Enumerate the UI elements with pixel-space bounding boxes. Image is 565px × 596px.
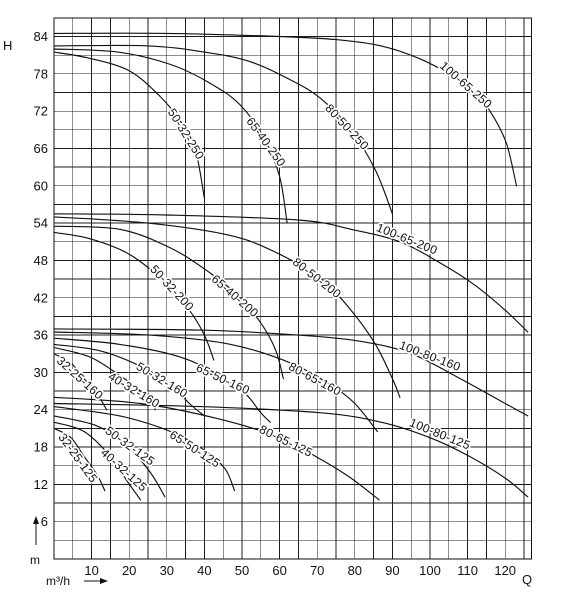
x-axis-ticks: 10 20 30 40 50 60 70 80 90 100 110 120 [84, 563, 516, 578]
y-tick-label: 84 [34, 29, 48, 44]
y-tick-label: 72 [34, 104, 48, 119]
curve-80-50-200 [53, 216, 401, 398]
y-tick-label: 12 [34, 477, 48, 492]
y-tick-label: 54 [34, 216, 48, 231]
x-tick-label: 120 [494, 563, 516, 578]
x-tick-label: 110 [457, 563, 478, 578]
y-tick-label: 48 [34, 253, 48, 268]
curve-100-65-200 [53, 213, 529, 333]
curve-label: 80-65-160 [286, 359, 343, 398]
curve-65-40-250 [53, 48, 288, 224]
y-tick-label: 30 [34, 365, 48, 380]
plot-frame [53, 17, 533, 560]
y-axis-label: H [3, 38, 12, 53]
curve-100-80-125 [53, 402, 529, 498]
x-tick-label: 30 [160, 563, 174, 578]
curve-65-50-160 [53, 337, 271, 423]
x-axis-label: Q [522, 572, 532, 587]
curve-labels: 100-65-25080-50-25065-40-25050-32-250100… [52, 57, 496, 496]
curve-label: 65-40-250 [243, 115, 288, 170]
x-axis-unit: m³/h [46, 574, 70, 588]
curve-label: 80-50-250 [322, 101, 371, 153]
x-tick-label: 70 [310, 563, 324, 578]
x-tick-label: 60 [272, 563, 286, 578]
curve-100-65-250 [53, 32, 518, 187]
curve-50-32-200 [53, 231, 215, 361]
arrow-up-icon [33, 516, 39, 545]
y-tick-label: 60 [34, 178, 48, 193]
curve-80-65-125 [53, 396, 380, 501]
performance-curves [53, 32, 529, 501]
curve-80-65-160 [53, 331, 378, 433]
curve-label: 50-32-200 [147, 262, 196, 314]
y-axis-unit: m [30, 553, 40, 567]
curve-65-50-125 [53, 406, 236, 492]
curve-label: 65-50-125 [167, 427, 223, 470]
x-tick-label: 10 [84, 563, 98, 578]
curve-label: 80-65-125 [257, 422, 315, 460]
curve-50-32-250 [53, 51, 205, 199]
curve-40-32-160 [53, 346, 157, 411]
y-tick-label: 18 [34, 440, 48, 455]
curve-32-25-125 [53, 427, 106, 492]
curve-32-25-160 [53, 353, 108, 411]
y-tick-label: 66 [34, 141, 48, 156]
y-tick-label: 36 [34, 328, 48, 343]
y-tick-label: 78 [34, 66, 48, 81]
y-tick-label: 6 [41, 514, 48, 529]
curve-40-32-125 [53, 421, 142, 501]
curve-50-32-125 [53, 415, 166, 498]
y-tick-label: 42 [34, 290, 48, 305]
x-tick-label: 20 [122, 563, 136, 578]
arrow-right-icon [84, 578, 108, 584]
curve-100-80-160 [53, 328, 529, 417]
curve-65-40-200 [53, 225, 284, 380]
y-tick-label: 24 [34, 402, 48, 417]
curve-80-50-250 [53, 44, 393, 215]
x-tick-label: 90 [385, 563, 399, 578]
x-tick-label: 50 [235, 563, 249, 578]
y-axis-ticks: 6 12 18 24 30 36 42 48 54 60 66 72 78 84 [34, 29, 48, 529]
curve-50-32-160 [53, 343, 205, 417]
x-tick-label: 40 [197, 563, 211, 578]
x-tick-label: 100 [419, 563, 441, 578]
x-tick-label: 80 [348, 563, 362, 578]
